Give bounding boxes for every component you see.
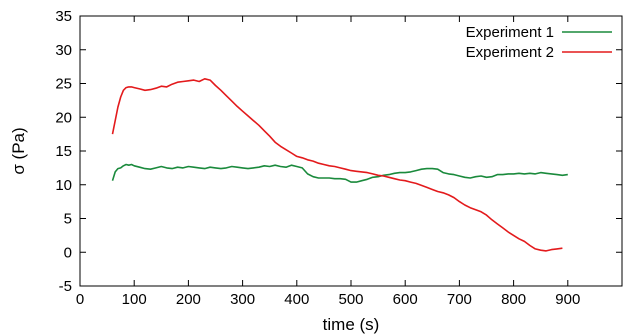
- legend-label: Experiment 1: [466, 24, 554, 41]
- y-tick-label: 5: [64, 211, 72, 228]
- y-tick-label: 10: [55, 177, 72, 194]
- x-axis-title: time (s): [323, 315, 380, 334]
- legend: Experiment 1 Experiment 2: [466, 24, 612, 61]
- plot-frame: [79, 15, 623, 287]
- y-tick-label: 0: [64, 244, 72, 261]
- y-tick-label: 15: [55, 143, 72, 160]
- x-tick-label: 300: [230, 291, 255, 308]
- series-lines: [111, 78, 568, 252]
- y-tick-label: 20: [55, 109, 72, 126]
- x-tick-label: 800: [501, 291, 526, 308]
- y-tick-label: 25: [55, 76, 72, 93]
- x-tick-label: 100: [122, 291, 147, 308]
- y-tick-label: -5: [59, 278, 72, 295]
- y-tick-label: 35: [55, 8, 72, 25]
- series-line-2: [111, 78, 563, 252]
- x-tick-label: 500: [338, 291, 363, 308]
- y-axis-title: σ (Pa): [9, 127, 28, 174]
- series-line-1: [111, 163, 568, 183]
- x-tick-label: 400: [284, 291, 309, 308]
- x-tick-label: 900: [555, 291, 580, 308]
- x-tick-label: 600: [393, 291, 418, 308]
- legend-label: Experiment 2: [466, 44, 554, 61]
- x-tick-label: 700: [447, 291, 472, 308]
- y-tick-label: 30: [55, 42, 72, 59]
- x-tick-label: 0: [76, 291, 84, 308]
- y-axis-ticks: -5 0 5 10 15 20 25 30 35: [55, 8, 622, 295]
- x-axis-ticks: 0 100 200 300 400 500 600 700 800 900: [76, 16, 580, 308]
- x-tick-label: 200: [176, 291, 201, 308]
